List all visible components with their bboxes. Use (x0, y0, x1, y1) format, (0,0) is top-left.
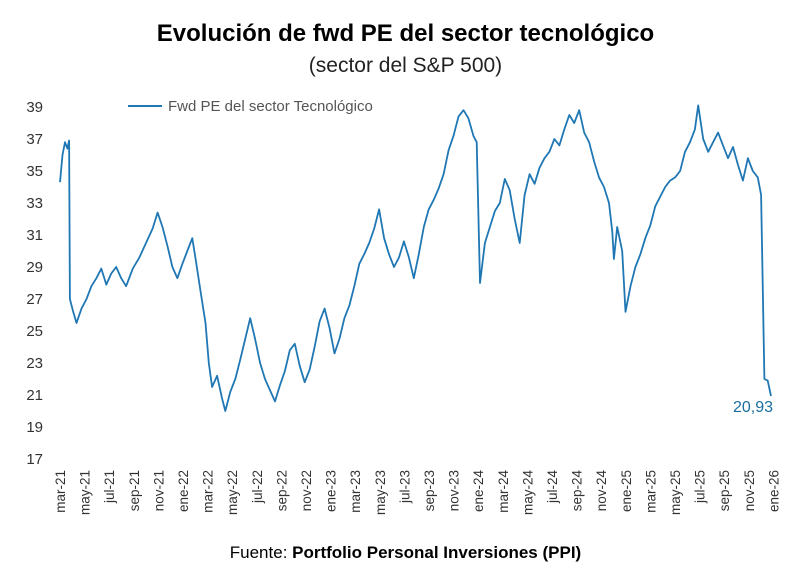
x-tick-label: sep-23 (422, 470, 437, 511)
x-tick-label: nov-21 (151, 470, 166, 511)
x-tick-label: jul-24 (545, 470, 560, 505)
y-tick-label: 17 (26, 451, 43, 468)
y-tick-label: 29 (26, 259, 43, 276)
y-tick-label: 19 (26, 419, 43, 436)
x-tick-label: nov-25 (742, 470, 757, 511)
x-tick-label: sep-24 (570, 470, 585, 512)
x-tick-label: nov-24 (594, 470, 609, 512)
x-tick-label: mar-21 (53, 470, 68, 513)
source-prefix: Fuente: (229, 543, 293, 562)
x-tick-label: ene-25 (619, 470, 634, 512)
x-tick-label: sep-22 (274, 470, 289, 511)
series-line-fwd-pe (59, 104, 772, 412)
x-tick-label: nov-22 (299, 470, 314, 511)
y-tick-label: 23 (26, 355, 43, 372)
x-tick-label: ene-23 (324, 470, 339, 512)
x-tick-label: may-24 (520, 470, 535, 516)
x-tick-label: may-21 (78, 470, 93, 515)
x-tick-label: mar-23 (348, 470, 363, 513)
x-tick-label: ene-22 (176, 470, 191, 512)
x-tick-label: mar-25 (643, 470, 658, 513)
x-tick-label: sep-25 (717, 470, 732, 511)
chart-title: Evolución de fwd PE del sector tecnológi… (156, 20, 655, 47)
x-tick-label: jul-23 (397, 470, 412, 504)
y-tick-label: 39 (26, 99, 43, 116)
source-note: Fuente: Portfolio Personal Inversiones (… (0, 543, 811, 563)
y-tick-label: 25 (26, 323, 43, 340)
y-tick-label: 37 (26, 131, 43, 148)
x-tick-label: jul-22 (250, 470, 265, 504)
source-name: Portfolio Personal Inversiones (PPI) (292, 543, 582, 562)
y-axis-ticks: 39 37 35 33 31 29 27 25 23 21 19 17 (26, 99, 43, 468)
x-tick-label: may-25 (668, 470, 683, 515)
x-axis-ticks: mar-21 may-21 jul-21 sep-21 nov-21 ene-22 mar-… (53, 470, 781, 516)
y-tick-label: 21 (26, 387, 43, 404)
x-tick-label: mar-22 (201, 470, 216, 513)
x-tick-label: sep-21 (127, 470, 142, 511)
x-tick-label: may-23 (373, 470, 388, 515)
y-tick-label: 31 (26, 227, 43, 244)
y-tick-label: 27 (26, 291, 43, 308)
x-tick-label: nov-23 (447, 470, 462, 511)
legend-entry: Fwd PE del sector Tecnológico (168, 98, 373, 115)
x-tick-label: jul-21 (102, 470, 117, 504)
x-tick-label: mar-24 (496, 470, 511, 513)
y-tick-label: 35 (26, 163, 43, 180)
y-tick-label: 33 (26, 195, 43, 212)
x-tick-label: jul-25 (693, 470, 708, 504)
x-tick-label: may-22 (225, 470, 240, 515)
end-value-label: 20,93 (733, 399, 773, 416)
x-tick-label: ene-26 (766, 470, 781, 512)
x-tick-label: ene-24 (471, 470, 486, 513)
chart-subtitle: (sector del S&P 500) (308, 54, 503, 77)
